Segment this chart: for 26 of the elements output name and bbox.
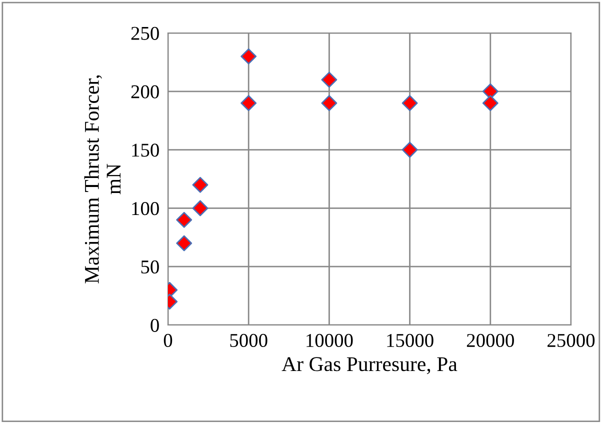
point <box>482 83 498 100</box>
y-tick-label: 200 <box>131 85 159 98</box>
y-tick-label: 0 <box>150 318 159 332</box>
y-tick-label: 150 <box>132 144 159 157</box>
x-axis-title: Ar Gas Purresure, Pa <box>282 357 458 374</box>
x-tick-label: 25000 <box>548 334 595 348</box>
x-tick-label: 10000 <box>306 334 353 348</box>
point <box>402 95 418 112</box>
point <box>240 48 257 64</box>
point <box>192 176 208 193</box>
x-tick-label: 5000 <box>230 334 268 348</box>
x-tick-label: 20000 <box>466 334 514 348</box>
point <box>176 212 192 228</box>
point <box>321 95 338 112</box>
x-tick-label: 0 <box>164 334 172 348</box>
point <box>176 235 192 252</box>
y-tick-label: 50 <box>141 260 159 274</box>
point <box>192 200 208 216</box>
point <box>240 95 257 112</box>
y-axis-title: Maximum Thrust Forcer, mN <box>84 75 121 284</box>
y-tick-label: 250 <box>131 26 159 40</box>
point <box>482 95 498 112</box>
y-tick-label: 100 <box>132 202 159 216</box>
point <box>321 72 338 88</box>
x-tick-label: 15000 <box>387 334 434 348</box>
point <box>402 142 418 158</box>
